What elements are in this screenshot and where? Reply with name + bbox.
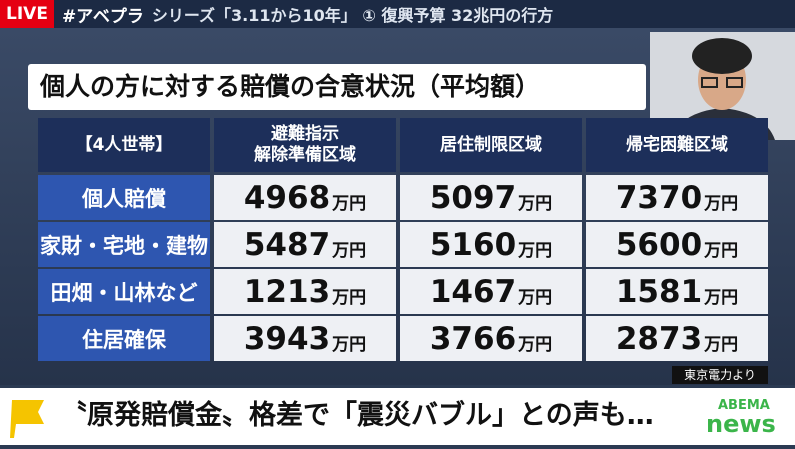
unit: 万円	[332, 194, 367, 214]
value-cell: 3943 万円	[214, 316, 396, 361]
column-header: 居住制限区域	[400, 118, 582, 172]
top-bar: LIVE #アベプラ シリーズ「3.11から10年」 ① 復興予算 32兆円の行…	[0, 0, 795, 28]
value-cell: 4968 万円	[214, 175, 396, 220]
column-header-text: 居住制限区域	[440, 134, 542, 155]
row-label: 個人賠償	[38, 175, 210, 220]
row-label: 田畑・山林など	[38, 269, 210, 314]
column-header-text: 【4人世帯】	[75, 134, 173, 155]
unit: 万円	[704, 288, 739, 308]
unit: 万円	[704, 194, 739, 214]
value: 5097	[429, 179, 517, 216]
value: 3766	[429, 320, 517, 357]
row-label-text: 田畑・山林など	[50, 280, 198, 305]
value-cell: 1213 万円	[214, 269, 396, 314]
row-label-text: 住居確保	[82, 327, 166, 352]
value-cell: 3766 万円	[400, 316, 582, 361]
value: 7370	[615, 179, 703, 216]
unit: 万円	[518, 194, 553, 214]
value-cell: 5487 万円	[214, 222, 396, 267]
value-cell: 5160 万円	[400, 222, 582, 267]
source: 東京電力より	[672, 366, 768, 384]
unit: 万円	[518, 288, 553, 308]
column-header-line: 避難指示	[271, 124, 339, 144]
column-header: 帰宅困難区域	[586, 118, 768, 172]
row-label: 家財・宅地・建物	[38, 222, 210, 267]
value: 5487	[243, 226, 331, 263]
hashtag: #アベプラ	[61, 6, 144, 27]
value: 2873	[615, 320, 703, 357]
value: 3943	[243, 320, 331, 357]
column-header: 【4人世帯】	[38, 118, 210, 172]
unit: 万円	[704, 335, 739, 355]
unit: 万円	[704, 241, 739, 261]
flag-icon	[10, 400, 44, 438]
value-cell: 7370 万円	[586, 175, 768, 220]
value-cell: 1581 万円	[586, 269, 768, 314]
unit: 万円	[518, 335, 553, 355]
value-cell: 1467 万円	[400, 269, 582, 314]
row-label-text: 個人賠償	[82, 186, 166, 211]
value-cell: 5600 万円	[586, 222, 768, 267]
value: 1581	[615, 273, 703, 310]
live-badge: LIVE	[0, 0, 54, 28]
caption: 〝原発賠償金〟格差で「震災バブル」との声も…	[60, 400, 654, 431]
value: 4968	[243, 179, 331, 216]
logo-brand: ABEMA	[718, 398, 770, 413]
column-header-text: 帰宅困難区域	[626, 134, 728, 155]
value: 5600	[615, 226, 703, 263]
value: 5160	[429, 226, 517, 263]
row-label-text: 家財・宅地・建物	[40, 233, 208, 258]
unit: 万円	[332, 288, 367, 308]
value-cell: 5097 万円	[400, 175, 582, 220]
logo-sub: news	[706, 410, 776, 438]
unit: 万円	[332, 335, 367, 355]
column-header: 避難指示 解除準備区域	[214, 118, 396, 172]
series-title: シリーズ「3.11から10年」 ① 復興予算 32兆円の行方	[151, 6, 554, 25]
unit: 万円	[332, 241, 367, 261]
value: 1467	[429, 273, 517, 310]
value-cell: 2873 万円	[586, 316, 768, 361]
value: 1213	[243, 273, 331, 310]
table-title: 個人の方に対する賠償の合意状況（平均額）	[28, 64, 646, 110]
unit: 万円	[518, 241, 553, 261]
caption-bar	[0, 388, 795, 445]
column-header-line: 解除準備区域	[254, 145, 356, 165]
row-label: 住居確保	[38, 316, 210, 361]
